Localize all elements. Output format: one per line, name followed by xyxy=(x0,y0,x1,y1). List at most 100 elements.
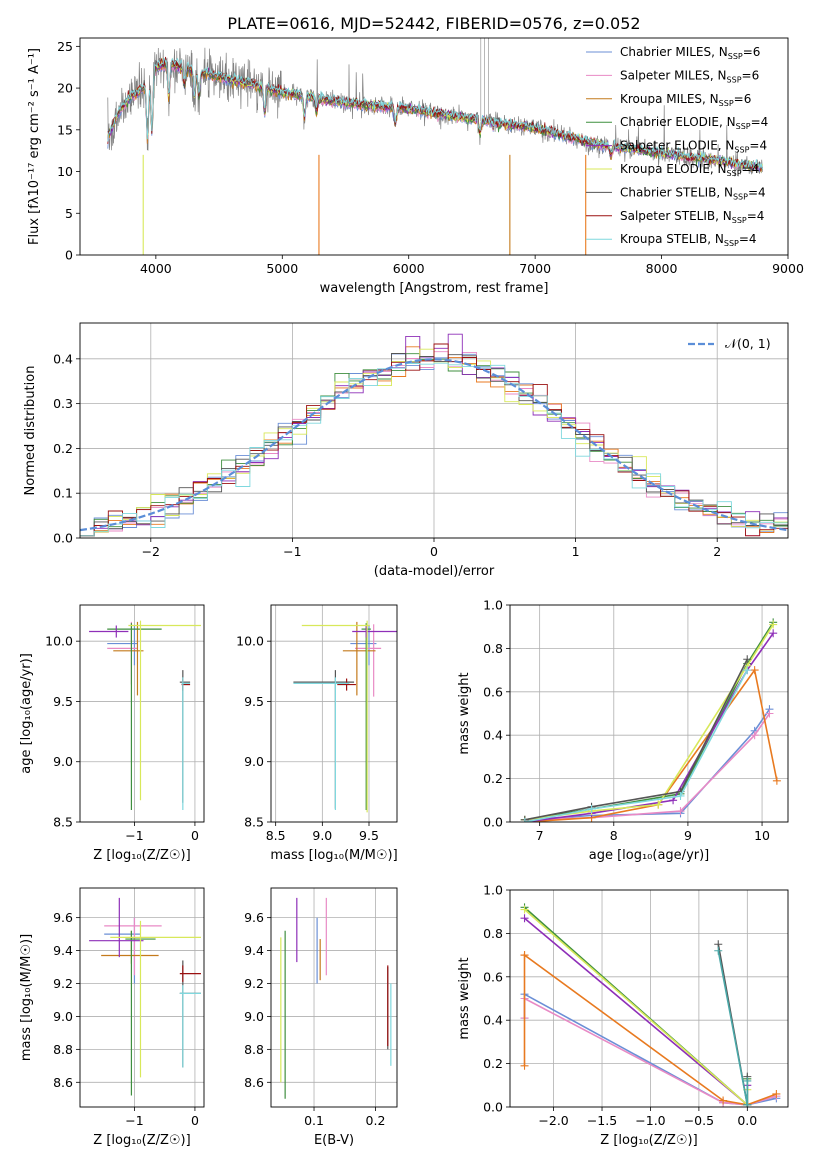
model-spectrum-kroupa-stelib xyxy=(107,57,763,170)
marker xyxy=(520,951,529,960)
panel-spectrum: 4000 5000 6000 7000 8000 9000 0 5 10 15 20 25 wavele… xyxy=(27,37,804,296)
grid xyxy=(271,605,397,823)
marker xyxy=(676,807,685,816)
axes-frame xyxy=(270,604,398,823)
y-tick-label: 8.5 xyxy=(244,815,264,830)
y-tick-label: 1.0 xyxy=(483,598,503,613)
plot-area xyxy=(280,897,392,1099)
y-tick-label: 10.0 xyxy=(45,634,73,649)
panel-weight_vs_age: 7 8 9 10 0.0 0.2 0.4 0.6 0.8 1.0 age [log₁₀(age/yr… xyxy=(457,598,789,863)
x-tick-label: 1 xyxy=(572,544,580,559)
marker xyxy=(743,1076,752,1085)
series-chabrier-elodie xyxy=(520,618,778,822)
panel-mass_vs_ebv: 0.1 0.2 8.6 8.8 9.0 9.2 9.4 9.6 E(B-V) xyxy=(244,887,398,1148)
axes-frame xyxy=(79,887,205,1108)
errorbar-kroupa-miles xyxy=(113,621,144,696)
x-axis-label: Z [log₁₀(Z/Z☉)] xyxy=(93,1133,190,1148)
marker xyxy=(520,914,529,923)
errorbar-chabrier-miles xyxy=(107,625,138,666)
y-tick-label: 10.0 xyxy=(236,634,264,649)
grid xyxy=(80,605,204,823)
spectrum-title: PLATE=0616, MJD=52442, FIBERID=0576, z=0… xyxy=(227,14,640,33)
y-axis-label: age [log₁₀(age/yr)] xyxy=(19,653,34,774)
errorbar-kroupa-miles xyxy=(101,930,159,964)
legend-entry: Salpeter STELIB, NSSP=4 xyxy=(620,209,764,225)
marker xyxy=(765,709,774,718)
y-axis-label: mass [log₁₀(M/M☉)] xyxy=(19,934,34,1061)
x-tick-label: 0 xyxy=(191,1113,199,1128)
x-axis-label: (data-model)/error xyxy=(374,564,495,579)
marker xyxy=(587,804,596,813)
y-tick-label: 9.4 xyxy=(53,943,73,958)
errorbar-salpeter-elodie xyxy=(89,625,129,638)
panel-mass_vs_Z: −1 0 8.6 8.8 9.0 9.2 9.4 9.6 Z [log₁₀(Z/Z☉)] mass… xyxy=(19,887,205,1148)
histogram-salpeter-stelib xyxy=(80,343,788,538)
y-tick-label: 0.2 xyxy=(53,441,73,456)
y-tick-label: 10 xyxy=(57,164,73,179)
histogram-chabrier-miles xyxy=(80,353,788,538)
y-tick-label: 0.6 xyxy=(483,969,503,984)
x-axis-label: E(B-V) xyxy=(314,1133,354,1148)
y-tick-label: 9.0 xyxy=(53,754,73,769)
x-axis-label: wavelength [Angstrom, rest frame] xyxy=(320,281,549,296)
x-axis-label: Z [log₁₀(Z/Z☉)] xyxy=(600,1133,697,1148)
y-axis-label: mass weight xyxy=(457,957,472,1039)
x-tick-label: −1 xyxy=(283,544,301,559)
y-tick-label: 15 xyxy=(57,122,73,137)
grid xyxy=(271,888,397,1107)
axes-frame xyxy=(509,604,789,823)
marker xyxy=(719,1096,728,1105)
plot-area xyxy=(107,38,763,255)
panel-age_vs_mass: 8.5 9.0 9.5 8.5 9.0 9.5 10.0 mass [log₁₀(M/M☉)] xyxy=(236,604,398,863)
marker xyxy=(654,800,663,809)
series-kroupa-stelib xyxy=(520,666,752,822)
panel-weight_vs_Z: −2.0 −1.5 −1.0 −0.5 0.0 0.0 0.2 0.4 0.6 0.8 1.0 Z [… xyxy=(457,883,789,1148)
y-tick-label: 8.5 xyxy=(53,815,73,830)
plot-area xyxy=(293,620,397,813)
plot-area xyxy=(80,333,788,538)
x-tick-label: 0.1 xyxy=(304,1113,324,1128)
grid xyxy=(510,889,788,1108)
x-tick-label: 9.0 xyxy=(312,828,332,843)
y-tick-label: 9.6 xyxy=(244,910,264,925)
legend: Chabrier MILES, NSSP=6 Salpeter MILES, NS… xyxy=(586,45,768,248)
panel-residuals: −2 −1 0 1 2 0.0 0.1 0.2 0.3 0.4 (data-model)/error… xyxy=(23,322,789,579)
marker xyxy=(520,1061,529,1070)
x-tick-label: 7000 xyxy=(519,261,551,276)
y-tick-label: 9.6 xyxy=(53,910,73,925)
y-tick-label: 0.4 xyxy=(483,1013,503,1028)
y-tick-label: 0.2 xyxy=(483,771,503,786)
y-tick-label: 0.8 xyxy=(483,641,503,656)
plot-area xyxy=(520,618,781,822)
x-tick-label: 9 xyxy=(684,828,692,843)
errorbar-chabrier-miles xyxy=(350,625,377,666)
grid xyxy=(80,888,204,1107)
x-tick-label: −2.0 xyxy=(538,1113,568,1128)
y-tick-label: 8.8 xyxy=(244,1042,264,1057)
plot-area xyxy=(89,620,201,810)
plot-area xyxy=(520,903,781,1107)
y-tick-label: 0.6 xyxy=(483,684,503,699)
axes-frame xyxy=(79,322,789,539)
y-tick-label: 9.2 xyxy=(244,976,264,991)
y-tick-label: 0.1 xyxy=(53,486,73,501)
legend-entry: Kroupa STELIB, NSSP=4 xyxy=(620,232,757,248)
legend-entry: Chabrier STELIB, NSSP=4 xyxy=(620,185,766,201)
legend-entry: 𝒩(0, 1) xyxy=(725,336,771,351)
marker xyxy=(676,791,685,800)
y-tick-label: 1.0 xyxy=(483,883,503,898)
x-tick-label: 0 xyxy=(191,828,199,843)
errorbar-kroupa-elodie xyxy=(128,620,201,801)
y-tick-label: 0.8 xyxy=(483,926,503,941)
axes-frame xyxy=(79,37,789,256)
x-axis-label: Z [log₁₀(Z/Z☉)] xyxy=(93,848,190,863)
x-tick-label: −1 xyxy=(125,828,143,843)
x-tick-label: 10 xyxy=(754,828,770,843)
series-teal xyxy=(714,946,752,1107)
y-axis-label: Flux [fλ10⁻¹⁷ erg cm⁻² s⁻¹ A⁻¹] xyxy=(27,48,42,245)
x-tick-label: 9000 xyxy=(772,261,804,276)
x-tick-label: 7 xyxy=(536,828,544,843)
marker xyxy=(743,1100,752,1107)
x-tick-label: −2 xyxy=(142,544,160,559)
